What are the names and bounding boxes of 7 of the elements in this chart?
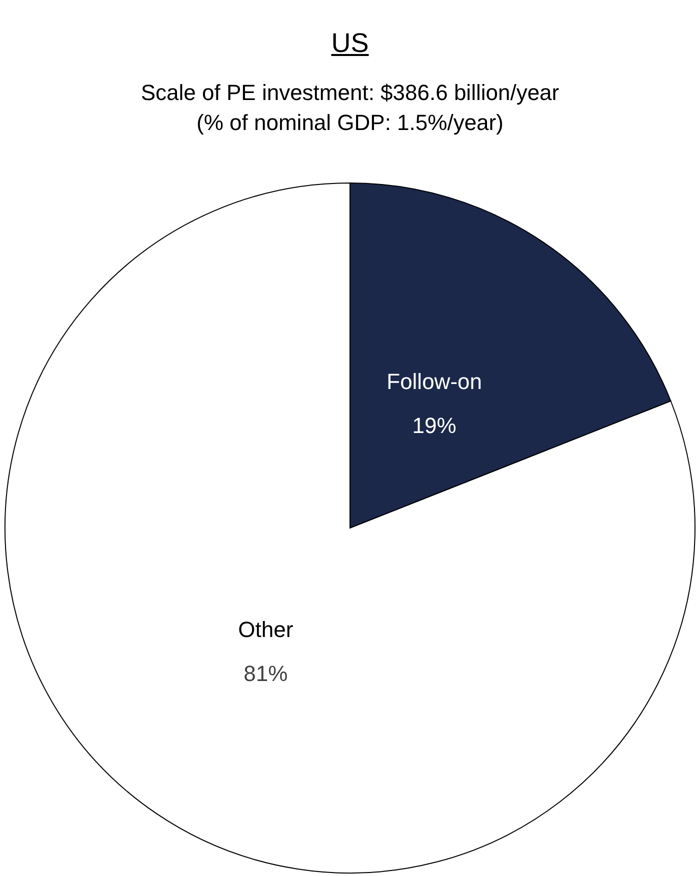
slice-label: Other [238, 617, 294, 642]
chart-title: US [330, 27, 370, 60]
pie-slice [4, 182, 696, 874]
data-label: 81% [244, 661, 288, 686]
chart-subtitle: Scale of PE investment: $386.6 billion/year (% of nominal GDP: 1.5%/year) [140, 79, 560, 137]
slice-label: Follow-on [386, 368, 482, 394]
data-label: 19% [412, 412, 456, 438]
